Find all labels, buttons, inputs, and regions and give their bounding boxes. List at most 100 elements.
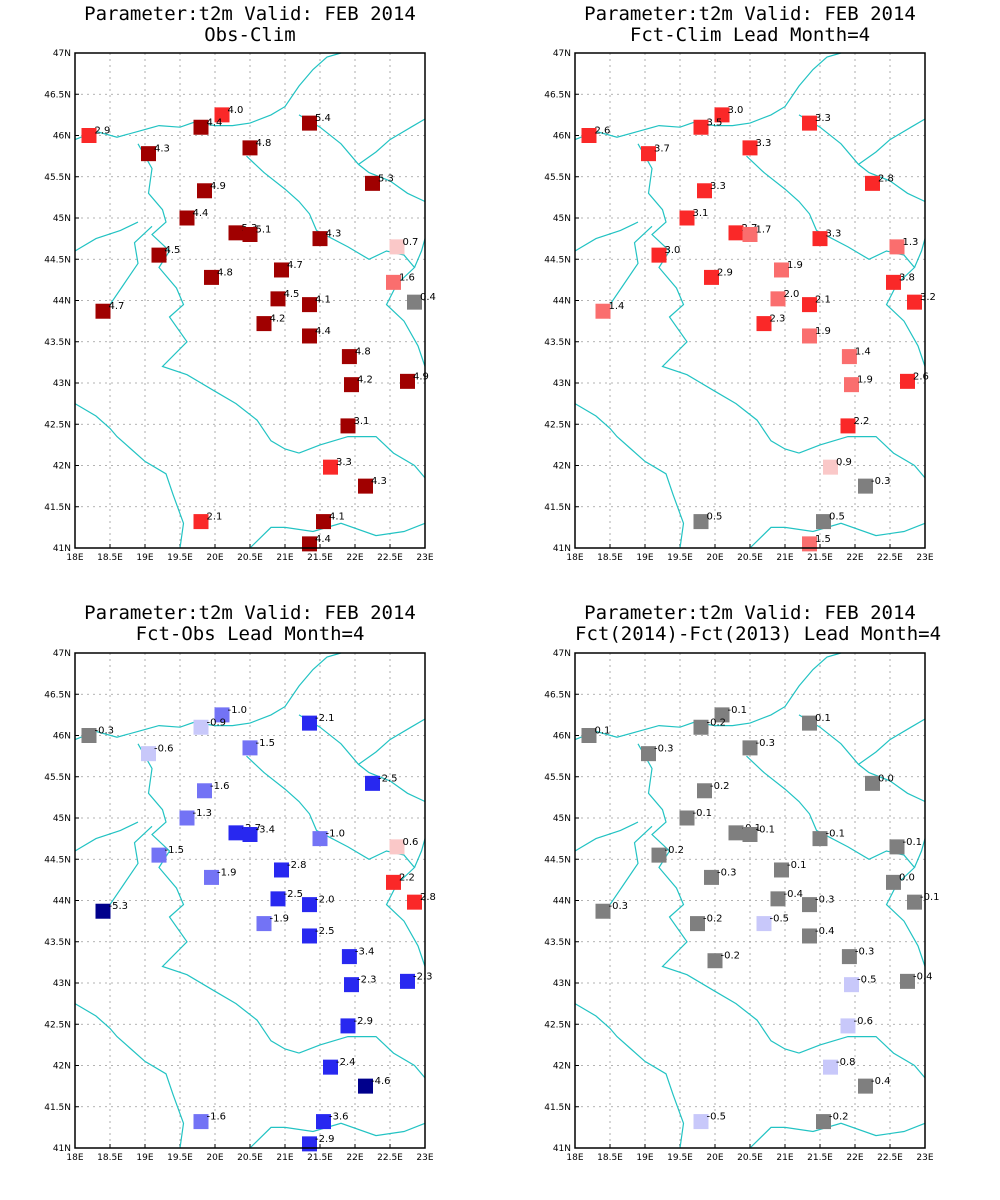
station-value-label: 1.9 (815, 326, 831, 337)
station-value-label: 2.1 (815, 295, 831, 306)
station-value-label: 4.2 (270, 314, 286, 325)
y-tick-label: 42N (553, 1062, 571, 1072)
station-marker (707, 953, 723, 969)
y-tick-label: 43.5N (544, 938, 571, 948)
station-marker (302, 328, 317, 344)
station-value-label: 0.1 (815, 713, 831, 724)
x-tick-label: 20.5E (237, 1153, 263, 1163)
x-tick-label: 21.5E (807, 1153, 833, 1163)
station-marker (728, 825, 744, 841)
x-tick-label: 20.5E (737, 553, 763, 563)
station-marker (95, 303, 111, 319)
station-value-label: 0.7 (403, 237, 419, 248)
station-marker (704, 869, 719, 885)
station-marker (900, 373, 915, 389)
y-tick-label: 42.5N (544, 1020, 571, 1030)
station-value-label: 1.5 (815, 534, 831, 545)
station-value-label: 1.4 (855, 347, 871, 358)
station-value-label: 4.3 (154, 144, 170, 155)
station-marker (242, 140, 258, 156)
station-marker (693, 119, 709, 135)
station-value-label: 4.4 (193, 208, 209, 219)
station-value-label: 3.5 (707, 117, 723, 128)
station-value-label: -2.8 (287, 860, 307, 871)
panel-3-title: Parameter:t2m Valid: FEB 2014 Fct-Obs Le… (75, 603, 425, 645)
y-tick-label: 45N (53, 814, 71, 824)
station-marker (802, 328, 817, 344)
station-value-label: 1.6 (399, 272, 415, 283)
station-value-label: -0.2 (703, 914, 723, 925)
panel-4-title-line1: Parameter:t2m Valid: FEB 2014 (584, 602, 916, 624)
station-value-label: 4.8 (256, 138, 272, 149)
station-marker (651, 847, 667, 863)
station-value-label: 4.3 (371, 476, 387, 487)
station-value-label: -2.3 (413, 971, 433, 982)
station-marker (858, 1078, 873, 1094)
station-value-label: -0.1 (728, 705, 748, 716)
station-marker (774, 862, 789, 878)
station-marker (812, 831, 828, 847)
y-tick-label: 44N (53, 297, 71, 307)
station-value-label: -0.1 (787, 860, 807, 871)
station-marker (742, 740, 758, 756)
station-value-label: 2.2 (399, 872, 415, 883)
border-line (637, 743, 800, 1054)
x-tick-label: 22E (346, 1153, 363, 1163)
border-line (249, 1122, 426, 1149)
border-line (74, 403, 185, 549)
station-marker (302, 297, 317, 313)
station-marker (81, 728, 97, 743)
station-value-label: -0.2 (829, 1112, 849, 1123)
station-value-label: 4.5 (165, 245, 181, 256)
panel-3-title-line1: Parameter:t2m Valid: FEB 2014 (84, 602, 416, 624)
station-value-label: 5.4 (315, 113, 331, 124)
station-value-label: 1.4 (609, 301, 625, 312)
station-marker (204, 269, 219, 285)
station-marker (840, 418, 856, 434)
station-marker (312, 831, 328, 847)
panel-1-title: Parameter:t2m Valid: FEB 2014 Obs-Clim (75, 4, 425, 46)
station-value-label: -0.3 (871, 476, 891, 487)
station-marker (386, 274, 401, 290)
border-line (749, 522, 926, 549)
station-marker (595, 303, 611, 319)
station-value-label: 1.9 (857, 375, 873, 386)
station-marker (840, 1018, 856, 1034)
x-tick-label: 20E (706, 1153, 723, 1163)
y-tick-label: 43N (53, 379, 71, 389)
panel-1-title-line1: Parameter:t2m Valid: FEB 2014 (84, 3, 416, 25)
x-tick-label: 23E (916, 553, 933, 563)
y-tick-label: 46N (553, 132, 571, 142)
border-line (798, 114, 926, 203)
x-tick-label: 21E (276, 1153, 293, 1163)
station-value-label: -1.6 (210, 781, 230, 792)
y-tick-label: 46.5N (544, 690, 571, 700)
y-tick-label: 46N (53, 732, 71, 742)
x-tick-label: 18.5E (597, 1153, 623, 1163)
station-marker (581, 728, 597, 743)
y-tick-label: 41.5N (544, 503, 571, 513)
station-value-label: -1.3 (193, 808, 213, 819)
map-frame (574, 52, 926, 549)
station-value-label: 2.8 (878, 173, 894, 184)
border-line (913, 838, 926, 868)
station-marker (270, 291, 286, 307)
map-panel-4: 18E 18.5E 19E 19.5E 20E 20.5E 21E 21.5E 22E 22.5E… (544, 649, 939, 1163)
map-panel-2: 18E 18.5E 19E 19.5E 20E 20.5E 21E 21.5E 22E 22.5E… (544, 49, 936, 563)
y-tick-label: 42.5N (544, 420, 571, 430)
y-tick-label: 44.5N (44, 255, 71, 265)
station-value-label: 0.5 (829, 512, 845, 523)
border-line (798, 436, 926, 479)
x-tick-label: 18E (566, 1153, 583, 1163)
border-line (574, 403, 685, 549)
station-marker (823, 459, 838, 475)
y-tick-label: 41N (553, 544, 571, 554)
station-value-label: 2.1 (207, 512, 223, 523)
station-marker (693, 514, 709, 530)
station-value-label: -0.2 (707, 717, 727, 728)
border-line (413, 238, 426, 268)
station-value-label: 4.2 (357, 375, 373, 386)
y-tick-label: 43N (553, 979, 571, 989)
station-marker (756, 916, 772, 932)
border-line (137, 143, 300, 454)
